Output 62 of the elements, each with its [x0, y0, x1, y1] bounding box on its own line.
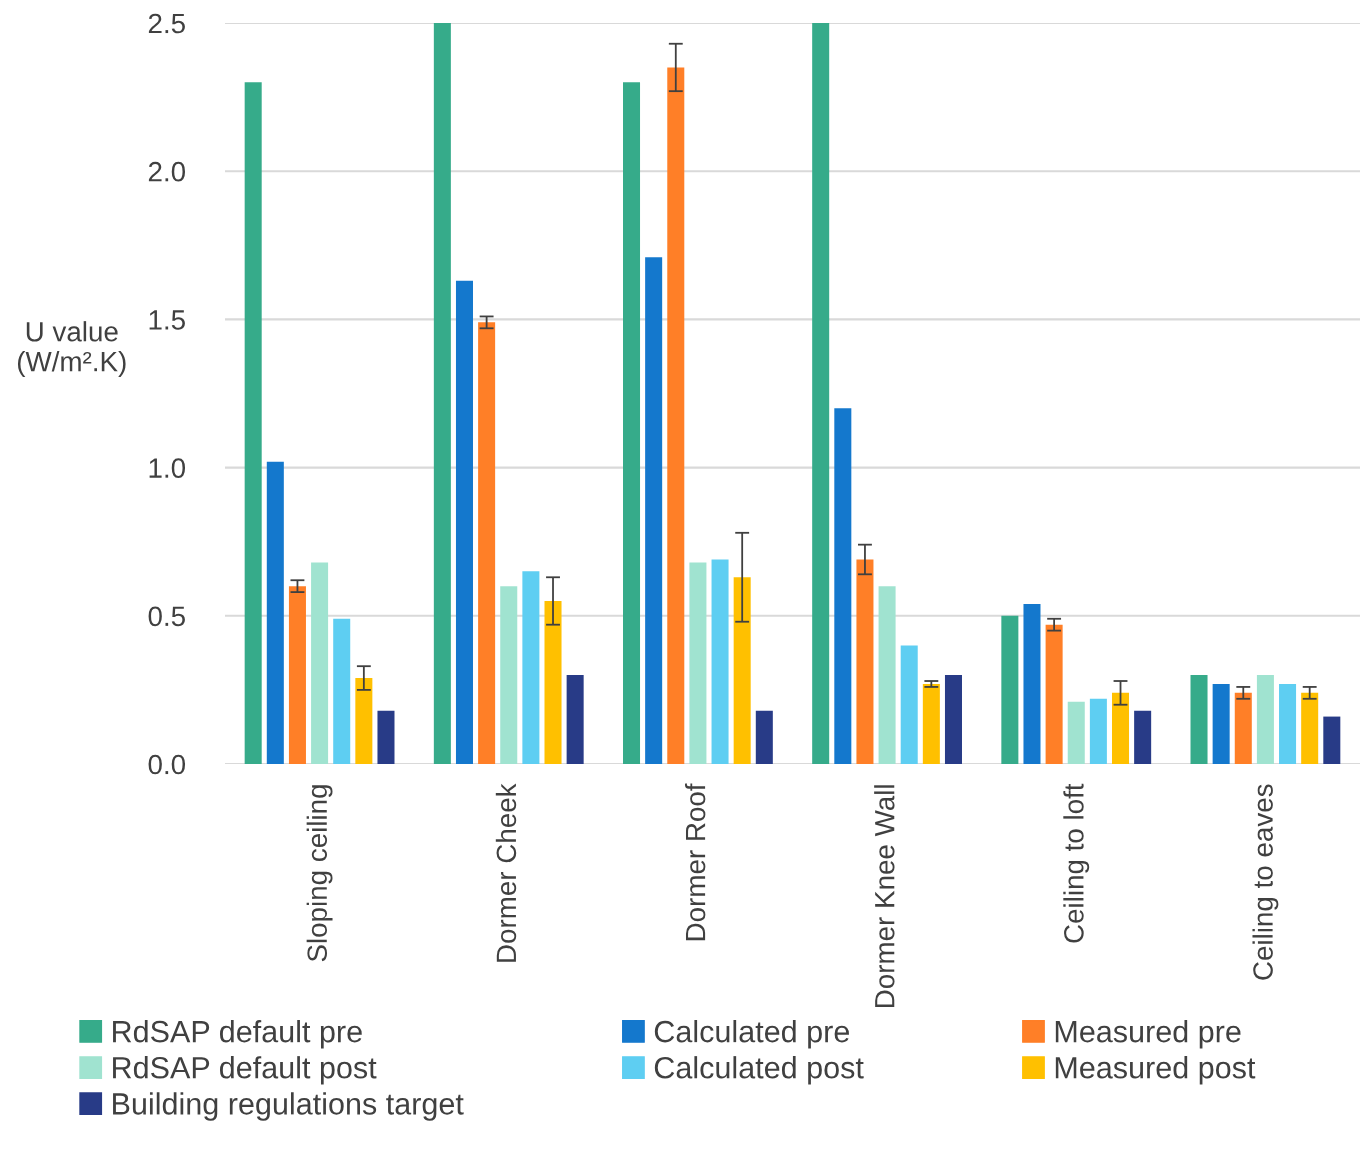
bar	[1190, 675, 1208, 764]
bar	[478, 322, 496, 764]
legend-label: RdSAP default post	[113, 1056, 377, 1085]
bar	[711, 559, 729, 764]
bar	[878, 586, 896, 764]
bar	[266, 461, 284, 764]
bar	[1134, 710, 1152, 764]
y-tick-label: 0.5	[148, 606, 185, 627]
x-tick-label: Ceiling to loft	[1063, 783, 1090, 943]
bar	[1323, 716, 1341, 764]
legend-label: Calculated pre	[654, 1020, 849, 1049]
legend-label: RdSAP default pre	[113, 1020, 362, 1049]
legend-label: Building regulations target	[113, 1092, 464, 1121]
bar	[1001, 615, 1019, 764]
bar	[1256, 675, 1274, 764]
bar	[1112, 692, 1130, 764]
x-tick-label: Dormer Cheek	[495, 783, 517, 962]
y-tick-label: 1.5	[149, 310, 185, 330]
bar	[623, 82, 641, 764]
legend-label: Measured post	[1055, 1056, 1256, 1085]
bar	[455, 280, 473, 764]
legend-label: Measured pre	[1055, 1020, 1241, 1049]
bar	[1279, 683, 1297, 764]
bar	[1089, 698, 1107, 764]
bar	[244, 82, 262, 764]
x-tick-label: Ceiling to eaves	[1252, 784, 1279, 980]
bar	[1212, 683, 1230, 764]
y-axis-title: U value (W/m².K)	[17, 321, 126, 377]
bar	[544, 600, 562, 764]
legend-label: Calculated post	[654, 1056, 864, 1085]
bar	[500, 586, 518, 764]
bar	[1023, 603, 1041, 764]
bar	[812, 23, 830, 764]
bar	[1301, 692, 1319, 764]
bar	[944, 675, 962, 764]
bar	[733, 577, 751, 764]
bar	[689, 562, 707, 764]
bar	[922, 683, 940, 764]
bar	[377, 710, 395, 764]
bar	[1234, 692, 1252, 764]
bar	[645, 257, 663, 764]
x-tick-label: Sloping ceiling	[306, 785, 333, 962]
y-tick-label: 2.5	[148, 13, 185, 34]
bar	[311, 562, 329, 764]
y-tick-label: 1.0	[149, 458, 186, 478]
bar	[856, 559, 874, 764]
bar	[1067, 701, 1085, 764]
bar	[522, 571, 540, 764]
bar	[355, 678, 373, 764]
bar	[900, 645, 918, 764]
y-tick-label: 2.0	[148, 161, 186, 182]
x-tick-label: Dormer Roof	[685, 783, 706, 941]
bar	[333, 618, 351, 764]
bar	[755, 710, 773, 764]
y-tick-label: 0.0	[148, 754, 186, 775]
bar	[433, 23, 451, 764]
x-tick-label: Dormer Knee Wall	[874, 785, 895, 1008]
bar	[566, 675, 584, 764]
bar	[834, 408, 852, 764]
bar	[1045, 624, 1063, 764]
bar	[667, 67, 685, 764]
bar	[288, 586, 306, 764]
